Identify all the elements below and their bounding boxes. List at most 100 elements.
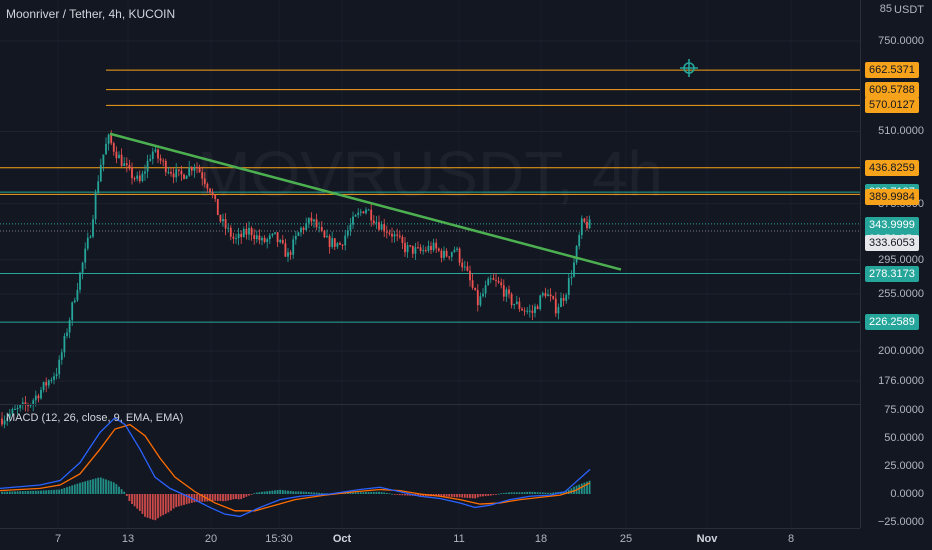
candle-body (214, 194, 217, 200)
candle-body (183, 174, 185, 179)
histogram-bar (487, 494, 490, 496)
histogram-bar (263, 491, 266, 494)
histogram-bar (492, 494, 495, 495)
histogram-bar (118, 486, 120, 494)
candle-body (508, 289, 510, 294)
candle-body (138, 175, 141, 182)
candle-body (185, 175, 188, 179)
histogram-bar (141, 494, 144, 514)
level-badge[interactable]: 436.8259 (865, 159, 919, 176)
histogram-bar (391, 493, 393, 495)
trendline[interactable] (109, 132, 622, 271)
candle-body (346, 230, 349, 236)
histogram-bar (458, 494, 461, 498)
pane-separator[interactable] (0, 404, 860, 405)
candle-body (476, 290, 479, 306)
candle-body (310, 217, 313, 222)
candle-body (354, 215, 357, 217)
histogram-bar (242, 494, 245, 498)
histogram-bar (222, 494, 224, 502)
trendline-group[interactable] (109, 132, 622, 271)
histogram-bar (284, 490, 287, 494)
histogram-bar (307, 492, 310, 494)
candle-body (380, 224, 383, 230)
crosshair-target-icon[interactable] (680, 59, 698, 77)
histogram-bar (346, 492, 349, 494)
histogram-bar (8, 491, 11, 494)
candle-body (398, 235, 401, 237)
candle-body (118, 154, 120, 159)
histogram-bar (21, 491, 24, 494)
candle-body (11, 409, 14, 414)
histogram-bar (354, 492, 357, 494)
macd-tick-label: 0.0000 (890, 488, 924, 500)
histogram-bar (528, 491, 531, 494)
histogram-bar (463, 494, 466, 498)
level-badge[interactable]: 570.0127 (865, 97, 919, 114)
symbol-title[interactable]: Moonriver / Tether, 4h, KUCOIN (6, 7, 176, 21)
candle-body (424, 250, 427, 252)
histogram-bar (1, 491, 3, 494)
level-badge[interactable]: 278.3173 (865, 265, 919, 282)
currency-unit[interactable]: USDT (894, 4, 924, 16)
candle-body (170, 172, 172, 174)
candle-body (151, 151, 154, 159)
candle-body (419, 247, 422, 252)
price-axis[interactable]: USDT 85 750.0000510.0000375.0000295.0000… (860, 0, 932, 528)
histogram-bar (185, 494, 188, 505)
histogram-bar (534, 492, 536, 494)
histogram-bar (417, 494, 419, 497)
candle-body (367, 209, 370, 211)
histogram-bar (172, 494, 175, 509)
level-badge[interactable]: 226.2589 (865, 314, 919, 331)
candle-body (136, 175, 139, 179)
histogram-bar (188, 494, 191, 504)
histogram-bar (196, 494, 198, 503)
candle-body (440, 250, 443, 258)
time-axis[interactable]: 7 13 20 15:30 Oct 11 18 25 Nov 8 (0, 528, 860, 550)
histogram-bar (419, 494, 422, 497)
symbol-watermark: MOVRUSDT, 4h (197, 138, 663, 210)
candle-body (427, 245, 430, 251)
histogram-bar (526, 491, 529, 494)
candle-body (378, 222, 380, 230)
candle-body (84, 248, 87, 263)
candle-body (271, 233, 274, 236)
candle-body (216, 199, 219, 216)
candle-body (297, 232, 300, 236)
candle-body (534, 306, 536, 313)
candle-body (211, 192, 214, 195)
histogram-bar (521, 492, 523, 494)
top-partial-tick: 85 (879, 3, 892, 15)
histogram-bar (372, 491, 375, 494)
histogram-bar (580, 483, 583, 494)
histogram-bar (99, 477, 102, 494)
candle-body (333, 238, 336, 247)
candle-body (588, 219, 591, 229)
signal-line (0, 423, 591, 512)
candle-body (536, 306, 539, 310)
candle-body (528, 310, 531, 312)
level-badge[interactable]: 609.5788 (865, 81, 919, 98)
histogram-bar (34, 490, 37, 494)
histogram-bar (461, 494, 464, 498)
candle-body (570, 276, 573, 279)
histogram-bar (144, 494, 146, 517)
histogram-bar (3, 491, 6, 494)
time-label: 7 (54, 533, 62, 545)
histogram-bar (357, 492, 360, 494)
level-badge[interactable]: 662.5371 (865, 62, 919, 79)
histogram-bar (378, 491, 380, 494)
histogram-bar (164, 494, 167, 514)
macd-tick-label: 50.0000 (884, 432, 924, 444)
level-badge[interactable]: 389.9984 (865, 189, 919, 206)
candle-body (99, 164, 102, 182)
candle-body (125, 163, 128, 166)
candle-body (383, 224, 386, 232)
candle-body (193, 167, 196, 171)
candle-body (469, 270, 471, 281)
macd-indicator-title[interactable]: MACD (12, 26, close, 9, EMA, EMA) (6, 412, 184, 424)
prev-close-badge[interactable]: 333.6053 (865, 235, 919, 251)
histogram-bar (162, 494, 165, 516)
